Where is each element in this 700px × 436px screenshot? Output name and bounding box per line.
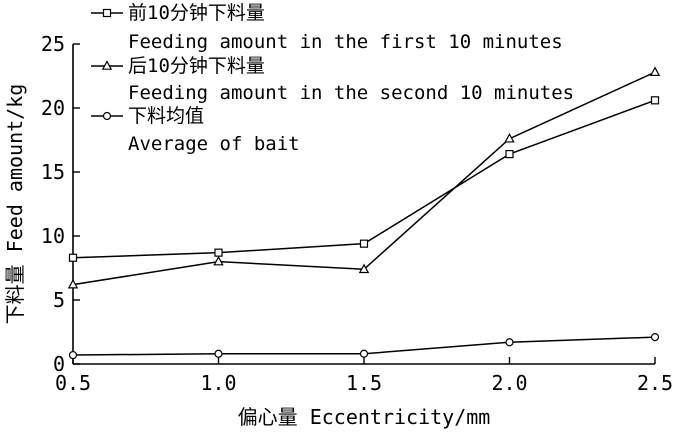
data-point xyxy=(213,255,224,266)
y-tick-label: 0 xyxy=(53,352,65,376)
legend-label-cn: 前10分钟下料量 xyxy=(128,2,265,24)
legend-label-en: Feeding amount in the second 10 minutes xyxy=(128,82,574,104)
series-3 xyxy=(68,333,660,360)
y-tick-label: 20 xyxy=(41,96,65,120)
series-layer xyxy=(67,66,661,360)
legend-label-cn: 后10分钟下料量 xyxy=(128,55,265,77)
x-tick-label: 1.5 xyxy=(346,371,382,395)
legend-item-3: 下料均值 Average of bait xyxy=(91,105,300,155)
legend-label-cn: 下料均值 xyxy=(128,105,204,127)
data-point xyxy=(68,350,78,360)
y-tick-label: 5 xyxy=(53,288,65,312)
legend-marker xyxy=(101,60,113,70)
data-point xyxy=(505,149,514,159)
x-axis-title: 偏心量 Eccentricity/mm xyxy=(238,405,491,429)
data-point xyxy=(504,132,515,143)
y-axis-title: 下料量 Feed amount/kg xyxy=(3,84,27,325)
legend-marker xyxy=(102,8,112,18)
data-point xyxy=(649,66,661,76)
x-tick-label: 2.0 xyxy=(491,371,527,395)
x-ticks: 0.5 1.0 1.5 2.0 2.5 xyxy=(55,357,673,395)
legend-item-1: 前10分钟下料量 Feeding amount in the first 10 m… xyxy=(91,2,563,53)
y-tick-label: 25 xyxy=(41,32,65,56)
data-point xyxy=(359,349,369,358)
legend-item-2: 后10分钟下料量 Feeding amount in the second 10 … xyxy=(91,55,574,104)
series-1 xyxy=(68,96,660,262)
data-point xyxy=(67,278,79,289)
legend-label-en: Average of bait xyxy=(128,133,300,155)
legend-label-en: Feeding amount in the first 10 minutes xyxy=(128,31,563,53)
x-tick-label: 0.5 xyxy=(55,371,91,395)
data-point xyxy=(358,263,370,274)
y-tick-label: 10 xyxy=(41,224,65,248)
data-point xyxy=(505,338,514,347)
y-tick-label: 15 xyxy=(41,160,65,184)
data-point xyxy=(68,253,78,262)
x-tick-label: 1.0 xyxy=(200,371,236,395)
y-ticks: 0 5 10 15 20 25 xyxy=(41,32,80,376)
data-point xyxy=(214,349,223,358)
series-2 xyxy=(67,66,661,289)
legend-marker xyxy=(102,111,112,121)
data-point xyxy=(650,333,660,342)
legend: 前10分钟下料量 Feeding amount in the first 10 m… xyxy=(91,2,574,155)
data-point xyxy=(214,248,223,257)
data-point xyxy=(650,96,660,105)
data-point xyxy=(359,239,369,248)
x-tick-label: 2.5 xyxy=(637,371,673,395)
